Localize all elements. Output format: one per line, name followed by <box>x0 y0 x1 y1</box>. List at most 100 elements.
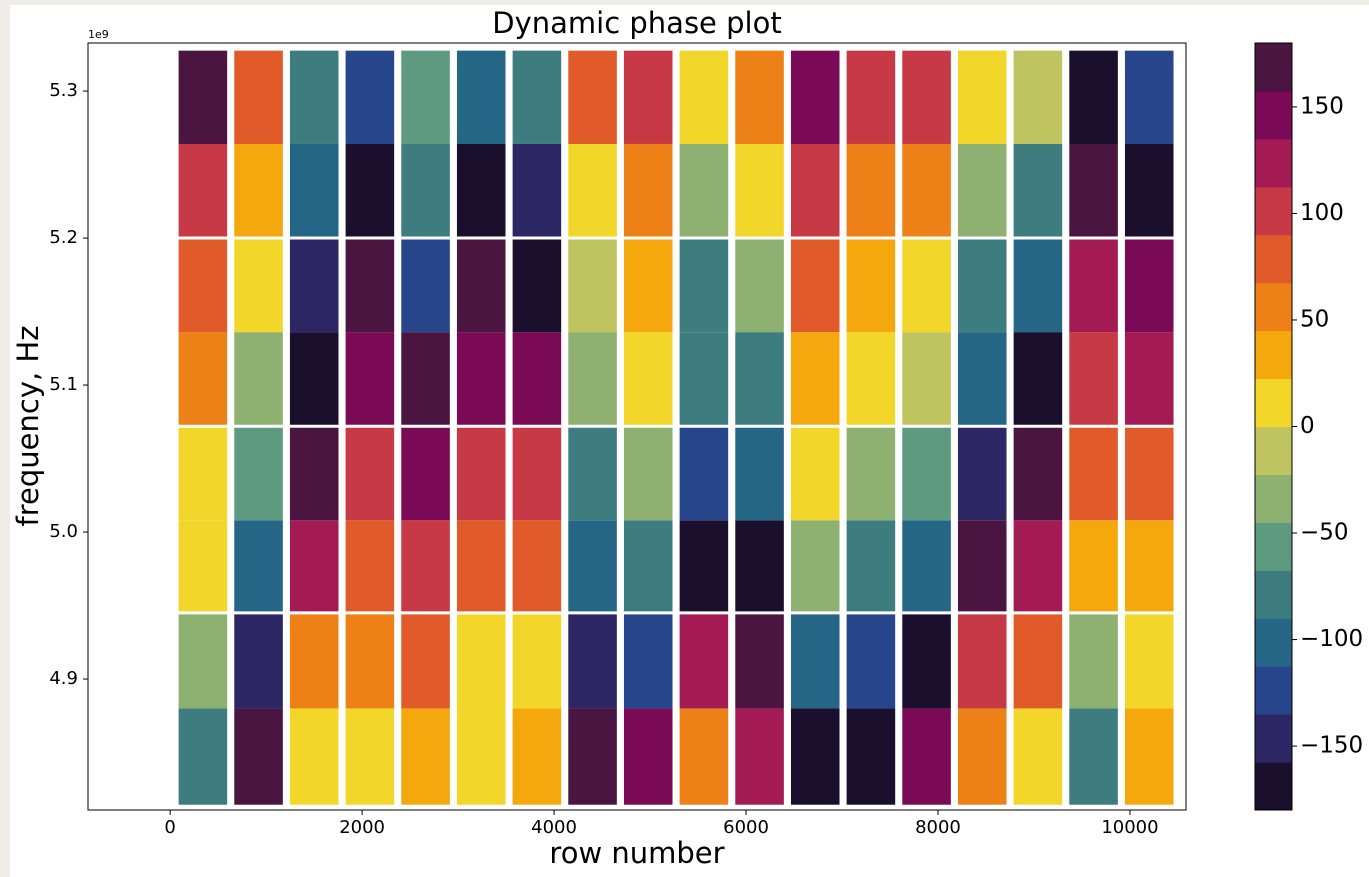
heat-cell <box>234 332 283 427</box>
colorbar-band <box>1255 474 1292 523</box>
heat-cell <box>679 332 729 427</box>
heat-cell <box>1013 708 1063 805</box>
colorbar-tick-label: −50 <box>1300 520 1349 546</box>
heat-cell <box>512 50 562 144</box>
colorbar-band <box>1255 762 1292 811</box>
heat-cell <box>568 143 617 239</box>
heat-cell <box>623 426 673 521</box>
heat-cell <box>178 708 228 805</box>
heat-cell <box>456 426 506 521</box>
heat-cell <box>790 238 840 333</box>
heat-cell <box>902 426 951 521</box>
heat-cell <box>456 708 506 805</box>
heat-cell <box>234 520 283 613</box>
heat-cell <box>1013 612 1063 709</box>
heat-cell <box>790 143 840 239</box>
heat-cell <box>401 708 450 805</box>
heat-cell <box>735 50 784 144</box>
heat-cell <box>623 143 673 239</box>
heat-cell <box>846 238 896 333</box>
heat-cell <box>679 238 729 333</box>
heat-cell <box>957 612 1007 709</box>
heat-cell <box>401 332 450 427</box>
heat-cell <box>679 520 729 613</box>
heat-cell <box>568 426 617 521</box>
heat-cell <box>1013 238 1063 333</box>
heat-cell <box>790 612 840 709</box>
heat-cell <box>568 520 617 613</box>
heat-cell <box>289 50 339 144</box>
heat-cell <box>957 143 1007 239</box>
heat-cell <box>512 708 562 805</box>
heat-cell <box>178 143 228 239</box>
heat-cell <box>735 332 784 427</box>
heat-cell <box>456 238 506 333</box>
heat-cell <box>345 238 395 333</box>
y-tick-label: 5.3 <box>49 80 78 101</box>
heat-cell <box>846 612 896 709</box>
heat-cell <box>790 426 840 521</box>
heat-cell <box>234 708 283 805</box>
heat-cell <box>1124 612 1174 709</box>
heat-cell <box>790 50 840 144</box>
heat-cell <box>902 143 951 239</box>
heat-cell <box>902 50 951 144</box>
heat-cell <box>512 332 562 427</box>
heat-cell <box>401 520 450 613</box>
y-tick-label: 5.0 <box>49 521 78 542</box>
x-tick-label: 8000 <box>915 817 961 838</box>
heat-cell <box>902 332 951 427</box>
heat-cell <box>456 332 506 427</box>
y-tick-label: 4.9 <box>49 668 78 689</box>
heat-cell <box>568 612 617 709</box>
colorbar-band <box>1255 90 1292 140</box>
heat-cell <box>1069 426 1118 521</box>
heat-cell <box>178 238 228 333</box>
heat-cell <box>957 50 1007 144</box>
y-offset-label: 1e9 <box>88 28 109 41</box>
heat-cell <box>401 143 450 239</box>
heat-cell <box>345 332 395 427</box>
heat-cell <box>289 238 339 333</box>
heat-cell <box>902 708 951 805</box>
heat-cell <box>1013 50 1063 144</box>
heat-cell <box>790 708 840 805</box>
colorbar-tick-label: 150 <box>1300 93 1344 119</box>
heat-cell <box>401 238 450 333</box>
colorbar-tick-label: 50 <box>1300 306 1329 332</box>
heat-cell <box>568 332 617 427</box>
heat-cell <box>846 708 896 805</box>
heat-cell <box>456 50 506 144</box>
heat-cell <box>846 332 896 427</box>
heat-cell <box>234 426 283 521</box>
heat-cell <box>345 520 395 613</box>
heat-cell <box>623 520 673 613</box>
heat-cell <box>178 426 228 521</box>
heat-cell <box>1124 50 1174 144</box>
heat-cell <box>234 612 283 709</box>
x-tick-label: 6000 <box>723 817 769 838</box>
heat-cell <box>957 520 1007 613</box>
heat-cell <box>790 332 840 427</box>
heat-cell <box>289 143 339 239</box>
heat-cell <box>568 238 617 333</box>
heat-cell <box>289 612 339 709</box>
colorbar-tick-label: 0 <box>1300 413 1315 439</box>
heat-cell <box>512 612 562 709</box>
heat-cell <box>512 238 562 333</box>
colorbar-band <box>1255 714 1292 763</box>
x-tick-label: 2000 <box>339 817 385 838</box>
colorbar-band <box>1255 43 1292 92</box>
heat-cell <box>512 520 562 613</box>
heat-cell <box>623 332 673 427</box>
heat-cell <box>679 708 729 805</box>
heat-cell <box>234 143 283 239</box>
colorbar-tick-label: −100 <box>1300 626 1363 652</box>
heat-cell <box>1069 50 1118 144</box>
x-tick-label: 0 <box>164 817 175 838</box>
heat-cell <box>234 238 283 333</box>
heat-cell <box>345 612 395 709</box>
heat-cell <box>568 708 617 805</box>
heat-cell <box>1124 426 1174 521</box>
